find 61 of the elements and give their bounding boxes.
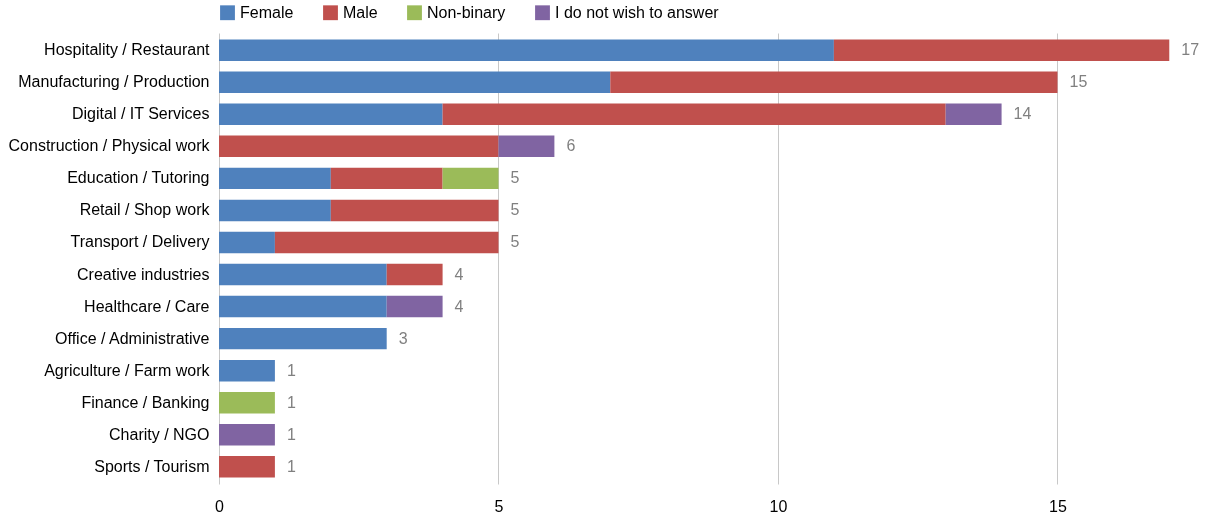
y-tick-label: Hospitality / Restaurant [44,41,211,59]
bar [945,103,1002,125]
bar [442,167,499,190]
bar [219,424,275,446]
bar [219,359,275,382]
bar [219,263,387,286]
legend-label: I do not wish to answer [555,3,720,21]
bar [442,103,946,125]
total-label: 4 [454,297,464,315]
bar [219,167,331,190]
total-label: 1 [286,393,296,411]
total-label: 1 [286,457,296,475]
total-label: 1 [286,425,296,443]
bar [219,135,499,158]
x-tick-label: 5 [494,497,504,515]
y-tick-label: Office / Administrative [55,329,210,347]
total-label: 5 [510,201,520,219]
legend-label: Female [240,3,294,21]
legend-label: Male [343,3,378,21]
x-tick-label: 0 [215,497,225,515]
bar [219,199,331,222]
y-tick-label: Charity / NGO [109,425,210,443]
bar [330,199,499,222]
total-label: 15 [1069,73,1088,91]
y-tick-label: Finance / Banking [81,393,210,411]
bar [330,167,443,190]
x-tick-label: 15 [1049,497,1067,515]
bar [219,295,387,318]
y-tick-label: Agriculture / Farm work [44,361,211,379]
legend-label: Non-binary [427,3,506,21]
y-tick-label: Creative industries [77,265,210,283]
bar [219,39,834,61]
bar [833,39,1170,61]
bar [219,71,611,93]
y-tick-label: Education / Tutoring [67,169,210,187]
total-label: 3 [398,329,408,347]
bar [219,456,275,478]
total-label: 5 [510,233,520,251]
y-tick-label: Digital / IT Services [71,105,210,123]
bar [386,295,443,318]
y-tick-label: Transport / Delivery [70,233,210,251]
bar [498,135,555,158]
total-label: 5 [510,169,520,187]
total-label: 17 [1181,41,1200,59]
bar [219,103,443,125]
y-tick-label: Retail / Shop work [79,201,211,219]
bar [219,392,275,414]
bar [274,231,499,254]
y-tick-label: Sports / Tourism [94,457,210,475]
total-label: 4 [454,265,464,283]
y-tick-label: Construction / Physical work [8,137,211,155]
bar [219,327,387,350]
y-tick-label: Manufacturing / Production [18,73,210,91]
total-label: 1 [286,361,296,379]
y-tick-label: Healthcare / Care [84,297,210,315]
bar [219,231,275,254]
x-tick-label: 10 [769,497,788,515]
bar [386,263,443,286]
total-label: 14 [1013,105,1032,123]
bar [610,71,1058,93]
total-label: 6 [566,137,576,155]
